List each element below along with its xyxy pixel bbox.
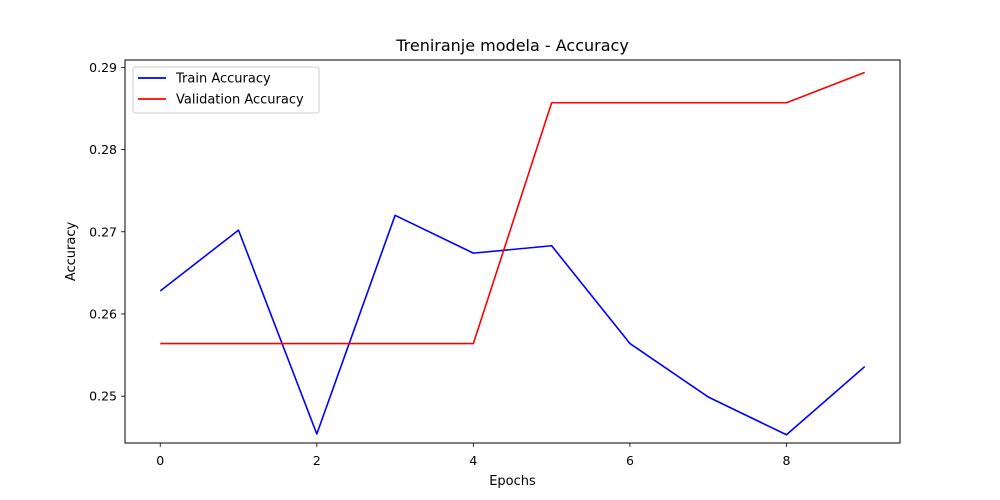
y-axis-ticks: 0.25 0.26 0.27 0.28 0.29 [89, 60, 125, 404]
x-tick-label: 0 [156, 453, 164, 468]
legend: Train Accuracy Validation Accuracy [132, 66, 320, 114]
x-axis-ticks: 0 2 4 6 8 [156, 443, 791, 468]
y-tick-label: 0.25 [89, 389, 117, 404]
plot-frame [124, 59, 901, 444]
y-tick-label: 0.29 [89, 60, 117, 75]
y-axis-label: Accuracy [64, 222, 79, 282]
chart-title: Treniranje modela - Accuracy [395, 36, 629, 55]
x-axis-label: Epochs [489, 474, 536, 489]
x-tick-label: 2 [313, 453, 321, 468]
legend-box [132, 66, 320, 114]
series-line-validation-accuracy [160, 71, 866, 345]
series-line-train-accuracy [159, 214, 866, 436]
legend-label-validation-accuracy: Validation Accuracy [176, 93, 304, 108]
series-layer [159, 71, 866, 436]
legend-label-train-accuracy: Train Accuracy [175, 72, 271, 87]
x-tick-label: 6 [626, 453, 634, 468]
y-tick-label: 0.27 [89, 224, 117, 239]
y-tick-label: 0.26 [89, 306, 117, 321]
y-tick-label: 0.28 [89, 142, 117, 157]
x-tick-label: 4 [469, 453, 477, 468]
x-tick-label: 8 [783, 453, 791, 468]
